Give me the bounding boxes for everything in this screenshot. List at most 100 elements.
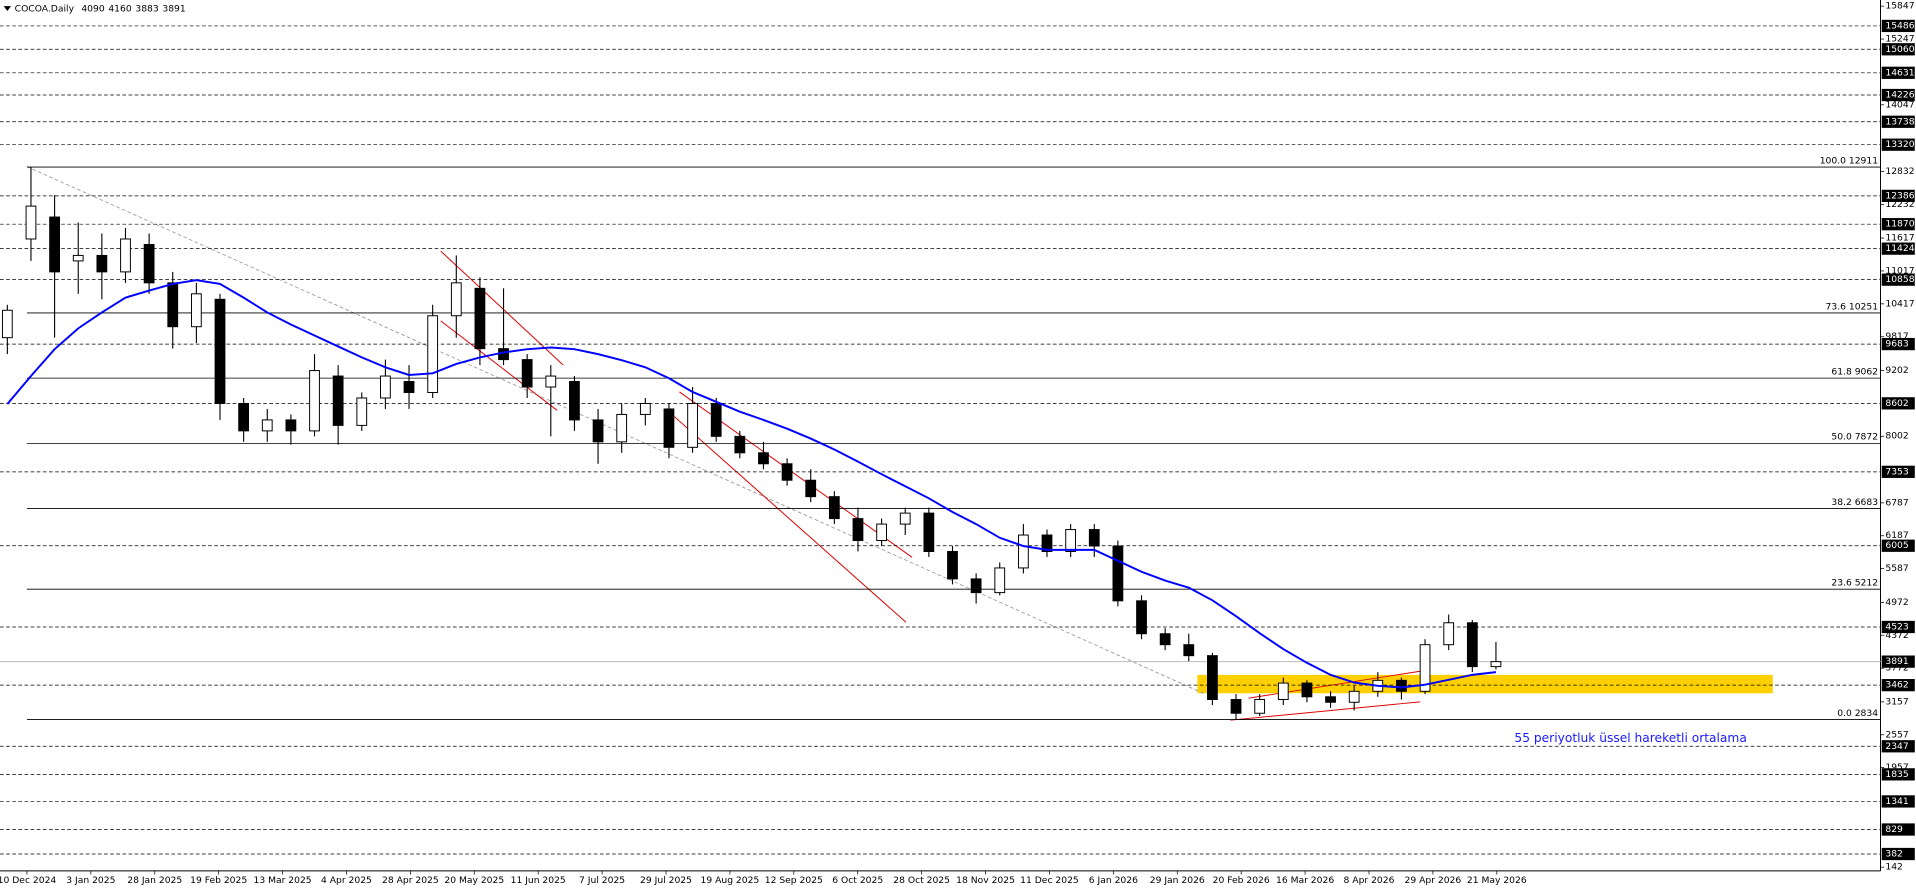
candle-body — [1041, 534, 1053, 552]
y-tick-label: 11617 — [1885, 233, 1914, 244]
candle-body — [238, 402, 250, 432]
level-label: 10858 — [1885, 274, 1914, 285]
candle-body — [852, 518, 864, 542]
x-tick-label: 29 Jan 2026 — [1150, 875, 1205, 886]
level-label-bg — [1881, 465, 1915, 478]
y-tick-label: 15247 — [1885, 34, 1914, 45]
x-tick-label: 16 Mar 2026 — [1276, 875, 1334, 886]
level-label-bg — [1881, 768, 1915, 781]
candle-body — [120, 238, 131, 273]
menu-arrow[interactable] — [3, 6, 12, 12]
level-label: 11424 — [1885, 243, 1914, 254]
candle-body — [285, 419, 297, 432]
y-tick-label: 4372 — [1885, 630, 1908, 641]
candle-body — [805, 479, 817, 498]
x-tick-label: 28 Jan 2025 — [127, 875, 182, 886]
price-label-bg — [1881, 655, 1915, 668]
level-label: 11870 — [1885, 219, 1914, 230]
candle-body — [143, 243, 155, 284]
fib-label: 100.0 12911 — [1820, 155, 1878, 166]
candle-body — [639, 402, 651, 415]
candle-body — [687, 402, 698, 448]
y-tick-label: 6787 — [1885, 497, 1909, 508]
candle-body — [899, 512, 911, 525]
header-open: 4090 — [81, 3, 105, 14]
candle-body — [781, 463, 793, 481]
candle-body — [427, 315, 439, 393]
fib-label: 38.2 6683 — [1831, 497, 1878, 508]
level-label-bg — [1881, 847, 1915, 861]
level-label-bg — [1881, 539, 1915, 552]
x-tick-label: 29 Jul 2025 — [640, 875, 692, 886]
price-label: 3891 — [1885, 656, 1908, 667]
candle-body — [616, 413, 628, 443]
x-tick-label: 28 Apr 2025 — [382, 875, 439, 886]
candle-body — [569, 381, 580, 421]
candle-body — [96, 254, 108, 273]
candle-body — [1254, 699, 1266, 714]
header-close: 3891 — [162, 3, 185, 14]
y-tick-label: 5587 — [1885, 563, 1909, 574]
level-label-bg — [1881, 740, 1915, 753]
channel-line — [440, 320, 558, 411]
ema-line — [6, 279, 1497, 689]
candle-body — [663, 408, 675, 448]
channel-line — [1230, 701, 1421, 721]
level-label-bg — [1881, 242, 1915, 255]
candle-body — [923, 512, 935, 552]
level-label-bg — [1881, 88, 1915, 102]
y-tick-label: 4972 — [1885, 597, 1908, 608]
x-tick-label: 6 Jan 2026 — [1089, 875, 1138, 886]
candle-body — [1065, 529, 1077, 552]
candle-body — [167, 282, 179, 328]
x-tick-label: 20 May 2025 — [444, 875, 504, 886]
y-tick-label: 12232 — [1885, 199, 1914, 210]
level-label: 4523 — [1885, 621, 1909, 632]
level-label-bg — [1881, 397, 1915, 410]
level-label: 2347 — [1885, 741, 1909, 752]
x-tick-label: 19 Feb 2025 — [190, 875, 247, 886]
fib-label: 61.8 9062 — [1831, 367, 1878, 378]
x-tick-label: 3 Jan 2025 — [66, 875, 115, 886]
level-label-bg — [1881, 19, 1915, 33]
level-label: 1341 — [1885, 796, 1908, 807]
level-label: 1835 — [1885, 769, 1909, 780]
level-label: 3462 — [1885, 680, 1908, 691]
candle-body — [49, 216, 60, 273]
level-label-bg — [1881, 620, 1915, 634]
level-label-bg — [1881, 337, 1915, 351]
fib-label: 0.0 2834 — [1837, 708, 1878, 719]
candle-body — [1136, 600, 1147, 635]
candle-body — [356, 397, 368, 426]
candle-body — [190, 293, 202, 328]
y-tick-label: 12832 — [1885, 166, 1914, 177]
y-tick-label: 11017 — [1885, 265, 1914, 276]
channel-line — [666, 409, 907, 623]
y-tick-label: 9202 — [1885, 365, 1908, 376]
y-tick-label: 1957 — [1885, 762, 1909, 773]
x-tick-label: 10 Dec 2024 — [0, 875, 56, 886]
header-high: 4160 — [108, 3, 132, 14]
fib-label: 23.6 5212 — [1831, 578, 1878, 589]
candle-body — [1207, 655, 1218, 701]
candle-body — [261, 419, 273, 432]
level-label-bg — [1881, 795, 1915, 808]
level-label-bg — [1881, 115, 1915, 128]
y-tick-label: 3157 — [1885, 696, 1909, 707]
channel-line — [440, 250, 564, 366]
level-label-bg — [1881, 823, 1915, 836]
candle-body — [545, 375, 557, 388]
x-tick-label: 29 Apr 2026 — [1405, 875, 1462, 886]
y-tick-label: 10417 — [1885, 298, 1914, 309]
candle-body — [1277, 682, 1289, 701]
y-tick-label: 8002 — [1885, 431, 1908, 442]
level-label: 382 — [1885, 849, 1903, 860]
y-tick-label: 6187 — [1885, 530, 1909, 541]
channel-line — [1248, 670, 1421, 699]
level-label: 13320 — [1885, 139, 1914, 150]
candle-body — [72, 254, 84, 262]
candle-body — [1159, 633, 1171, 646]
x-tick-label: 7 Jul 2025 — [579, 875, 625, 886]
candle-body — [1396, 679, 1407, 692]
